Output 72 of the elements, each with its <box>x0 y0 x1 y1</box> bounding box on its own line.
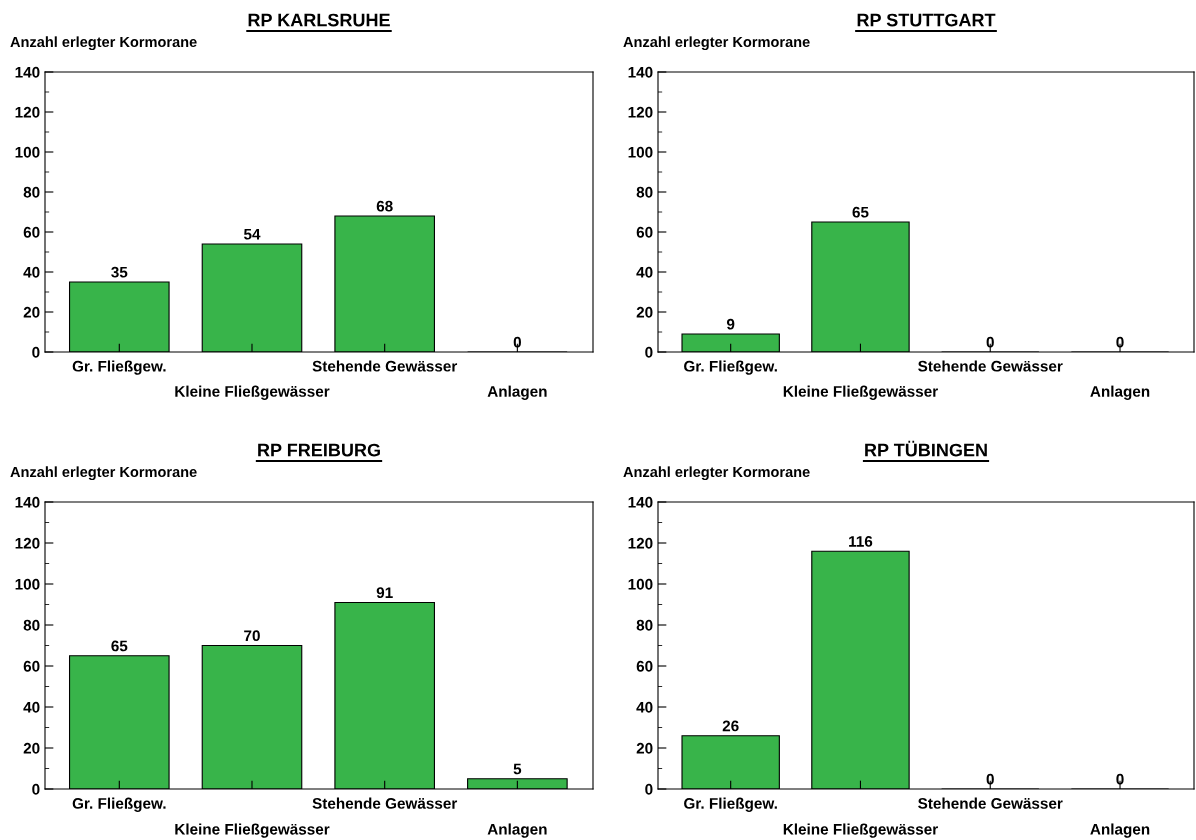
y-tick-label: 120 <box>15 537 40 549</box>
x-tick-label: Kleine Fließgewässer <box>175 823 330 838</box>
x-tick-label: Stehende Gewässer <box>312 360 458 372</box>
y-tick-label: 100 <box>15 146 40 158</box>
data-label: 0 <box>513 336 521 348</box>
data-label: 65 <box>111 640 128 652</box>
x-tick-label: Gr. Fließgew. <box>72 360 166 375</box>
x-tick-label: Anlagen <box>487 385 547 400</box>
data-label: 0 <box>1116 336 1124 348</box>
y-tick-label: 140 <box>628 496 653 508</box>
x-tick-label: Stehende Gewässer <box>312 797 458 809</box>
y-tick-label: 0 <box>645 346 653 358</box>
data-label: 116 <box>849 535 873 547</box>
y-tick-label: 80 <box>23 186 40 198</box>
y-tick-label: 140 <box>15 66 40 78</box>
y-tick-label: 40 <box>636 701 653 713</box>
x-tick-label: Stehende Gewässer <box>918 797 1063 809</box>
y-tick-label: 60 <box>636 226 653 238</box>
y-tick-label: 60 <box>23 660 40 672</box>
y-tick-label: 20 <box>23 742 40 754</box>
chart-title: RP FREIBURG <box>258 443 380 457</box>
y-tick-label: 0 <box>645 783 653 795</box>
y-tick-label: 120 <box>15 106 40 118</box>
data-label: 70 <box>244 630 260 642</box>
y-tick-label: 60 <box>23 226 40 238</box>
chart-title: RP KARLSRUHE <box>248 13 390 27</box>
y-tick-label: 80 <box>23 619 40 631</box>
y-tick-label: 20 <box>23 306 40 318</box>
y-axis-title: Anzahl erlegter Kormorane <box>623 36 810 50</box>
x-tick-label: Kleine Fließgewässer <box>783 385 938 400</box>
data-label: 9 <box>726 318 735 330</box>
data-label: 5 <box>513 763 522 775</box>
data-label: 0 <box>1116 773 1124 785</box>
data-label: 35 <box>111 266 128 278</box>
x-tick-label: Gr. Fließgew. <box>684 360 777 375</box>
y-tick-label: 100 <box>628 578 653 590</box>
x-tick-label: Kleine Fließgewässer <box>175 385 330 400</box>
data-label: 54 <box>243 228 261 240</box>
y-tick-label: 20 <box>636 742 653 754</box>
y-tick-label: 40 <box>23 701 40 713</box>
chart-title: RP TÜBINGEN <box>865 440 987 457</box>
y-tick-label: 100 <box>15 578 40 590</box>
x-tick-label: Anlagen <box>1090 823 1150 838</box>
data-label: 0 <box>986 773 994 785</box>
y-tick-label: 140 <box>15 496 40 508</box>
y-tick-label: 120 <box>628 106 653 118</box>
y-axis-title: Anzahl erlegter Kormorane <box>10 36 197 50</box>
x-tick-label: Stehende Gewässer <box>918 360 1063 372</box>
y-tick-label: 0 <box>32 783 40 795</box>
y-tick-label: 40 <box>636 266 653 278</box>
data-label: 65 <box>852 206 869 218</box>
y-tick-label: 140 <box>628 66 653 78</box>
y-tick-label: 120 <box>628 537 653 549</box>
y-axis-title: Anzahl erlegter Kormorane <box>10 466 197 480</box>
x-tick-label: Kleine Fließgewässer <box>783 823 938 838</box>
x-tick-label: Anlagen <box>487 823 547 838</box>
data-label: 26 <box>722 720 739 732</box>
x-tick-label: Gr. Fließgew. <box>684 797 777 812</box>
y-tick-label: 40 <box>23 266 40 278</box>
y-tick-label: 20 <box>636 306 653 318</box>
y-axis-title: Anzahl erlegter Kormorane <box>623 466 810 480</box>
data-label: 0 <box>986 336 994 348</box>
x-tick-label: Anlagen <box>1090 385 1150 400</box>
y-tick-label: 100 <box>628 146 653 158</box>
y-tick-label: 80 <box>636 619 653 631</box>
data-label: 91 <box>376 587 393 599</box>
data-label: 68 <box>376 200 393 212</box>
y-tick-label: 0 <box>32 346 40 358</box>
x-tick-label: Gr. Fließgew. <box>72 797 166 812</box>
y-tick-label: 60 <box>636 660 653 672</box>
y-tick-label: 80 <box>636 186 653 198</box>
chart-title: RP STUTTGART <box>857 13 996 27</box>
